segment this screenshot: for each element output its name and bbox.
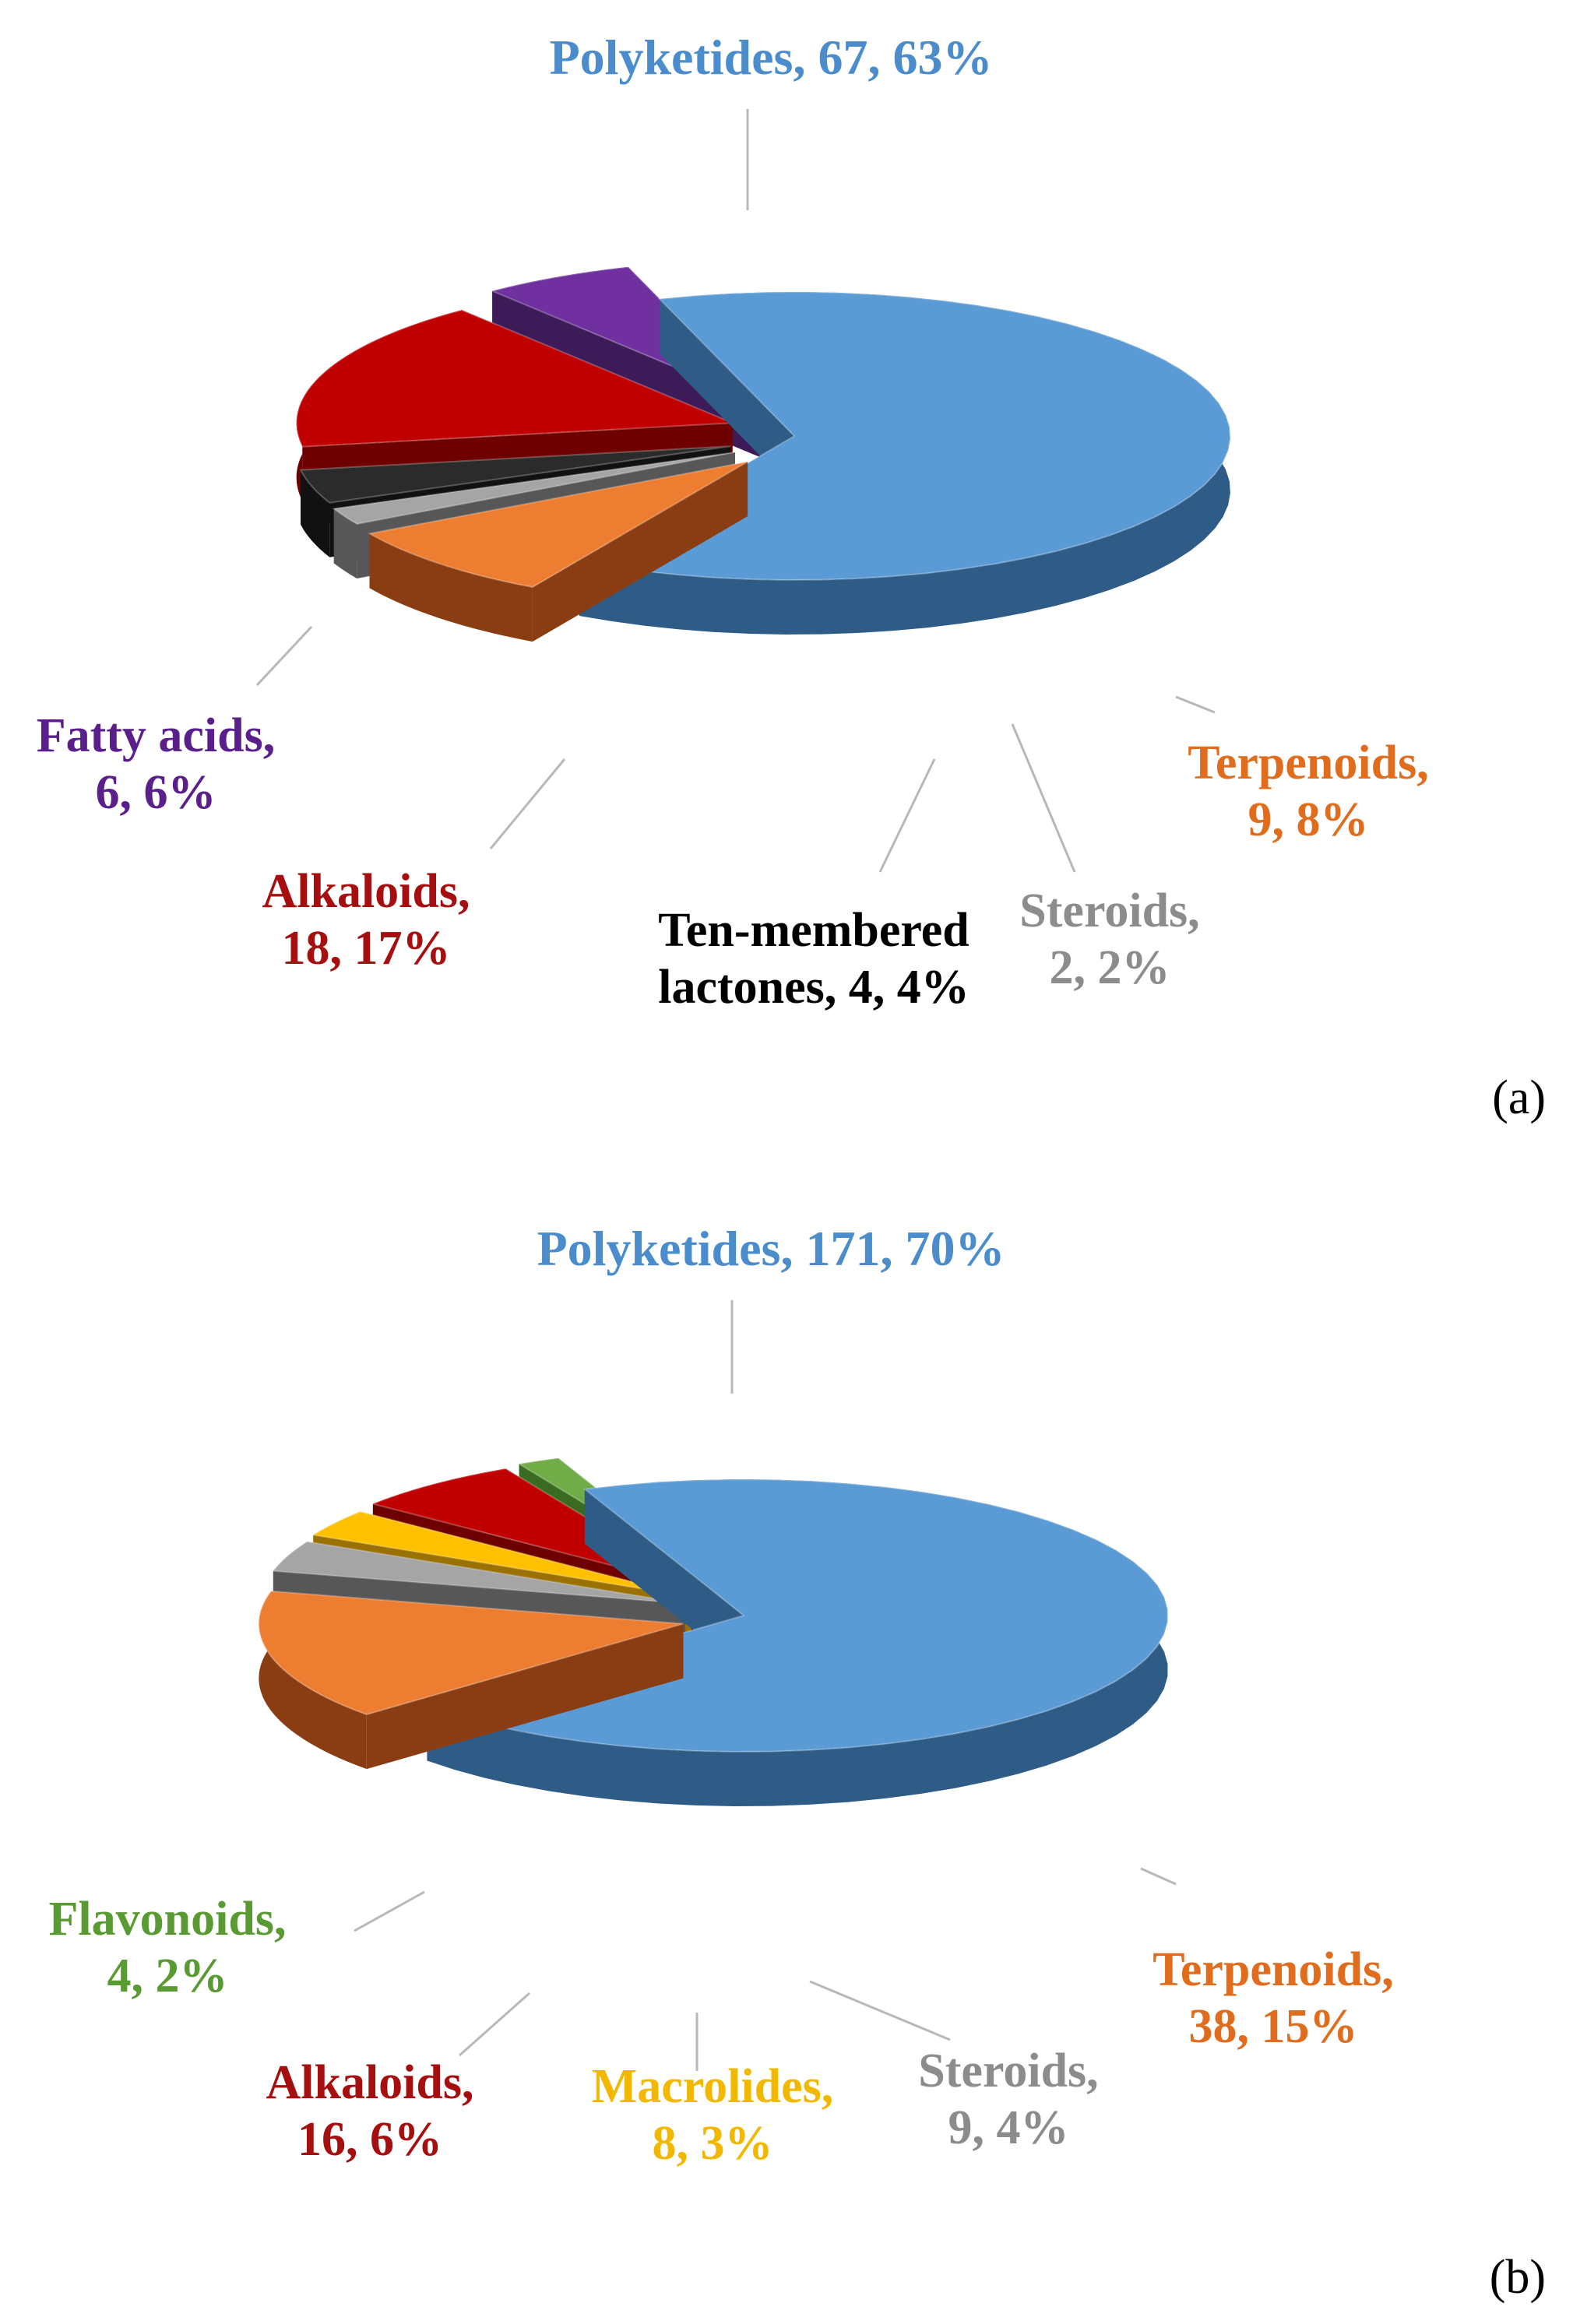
data-label-macrolides-line-0: Macrolides, bbox=[592, 2060, 834, 2113]
slice-top-4 bbox=[295, 309, 734, 448]
data-label-alkaloids-line-1: 16, 6% bbox=[297, 2113, 442, 2166]
data-label-macrolides-line-1: 8, 3% bbox=[653, 2117, 773, 2170]
slice-rim-1 bbox=[369, 533, 533, 642]
slice-top-2 bbox=[271, 1541, 686, 1605]
data-label-polyketides-line-0: Polyketides, 171, 70% bbox=[537, 1221, 1005, 1276]
leader-line-terpenoids bbox=[1140, 1867, 1177, 1886]
data-label-alkaloids-line-0: Alkaloids, bbox=[262, 865, 470, 918]
slice-rim-2 bbox=[333, 508, 357, 579]
panel-label: (a) bbox=[1492, 1071, 1546, 1124]
data-label-alkaloids-line-0: Alkaloids, bbox=[266, 2056, 473, 2109]
data-label-ten-membered-lactones-line-0: Ten-membered bbox=[658, 904, 969, 957]
panel-label: (b) bbox=[1490, 2251, 1546, 2304]
slice-top-3 bbox=[299, 445, 731, 504]
slice-top-3 bbox=[311, 1510, 692, 1598]
data-label-alkaloids-line-1: 18, 17% bbox=[282, 922, 451, 975]
slice-rim-0 bbox=[427, 1479, 1168, 1806]
slice-top-1 bbox=[367, 461, 748, 589]
data-label-ten-membered-lactones-line-1: lactones, 4, 4% bbox=[658, 961, 969, 1014]
slice-top-2 bbox=[332, 451, 736, 526]
leader-line-ten-membered-lactones bbox=[878, 758, 936, 873]
slice-top-1 bbox=[258, 1590, 684, 1716]
data-label-steroids-line-0: Steroids, bbox=[918, 2044, 1098, 2097]
slice-terpenoids bbox=[367, 461, 748, 642]
pie-chart-b: Polyketides, 171, 70% Terpenoids,38, 15% S… bbox=[49, 1221, 1546, 2304]
leader-line-terpenoids bbox=[1175, 695, 1216, 714]
data-label-terpenoids-line-1: 9, 8% bbox=[1248, 793, 1369, 846]
data-label-flavonoids-line-0: Flavonoids, bbox=[49, 1893, 287, 1946]
data-label-polyketides-line-0: Polyketides, 67, 63% bbox=[550, 30, 993, 85]
data-label-steroids-line-0: Steroids, bbox=[1019, 884, 1199, 937]
data-label-fatty-acids-line-0: Fatty acids, bbox=[37, 709, 276, 762]
data-label-fatty-acids-line-1: 6, 6% bbox=[96, 766, 216, 819]
data-label-steroids-line-1: 9, 4% bbox=[948, 2101, 1069, 2154]
leader-line-flavonoids bbox=[354, 1890, 425, 1932]
leader-line-fatty-acids bbox=[255, 625, 313, 687]
leader-line-alkaloids bbox=[459, 1992, 530, 2057]
data-label-steroids-line-1: 2, 2% bbox=[1050, 941, 1170, 994]
leader-line-steroids bbox=[1011, 723, 1076, 873]
data-label-terpenoids-line-1: 38, 15% bbox=[1189, 2000, 1358, 2053]
leader-line-alkaloids bbox=[489, 758, 566, 849]
slice-rim-1 bbox=[259, 1591, 367, 1770]
slice-rim-3 bbox=[301, 469, 330, 557]
slice-terpenoids bbox=[258, 1590, 684, 1770]
data-label-terpenoids-line-0: Terpenoids, bbox=[1188, 737, 1429, 789]
pie-chart-a: Polyketides, 67, 63% Terpenoids,9, 8% Ster… bbox=[37, 30, 1546, 1124]
data-label-flavonoids-line-1: 4, 2% bbox=[107, 1950, 228, 2002]
data-label-terpenoids-line-0: Terpenoids, bbox=[1152, 1943, 1394, 1996]
leader-line-steroids bbox=[809, 1980, 951, 2041]
